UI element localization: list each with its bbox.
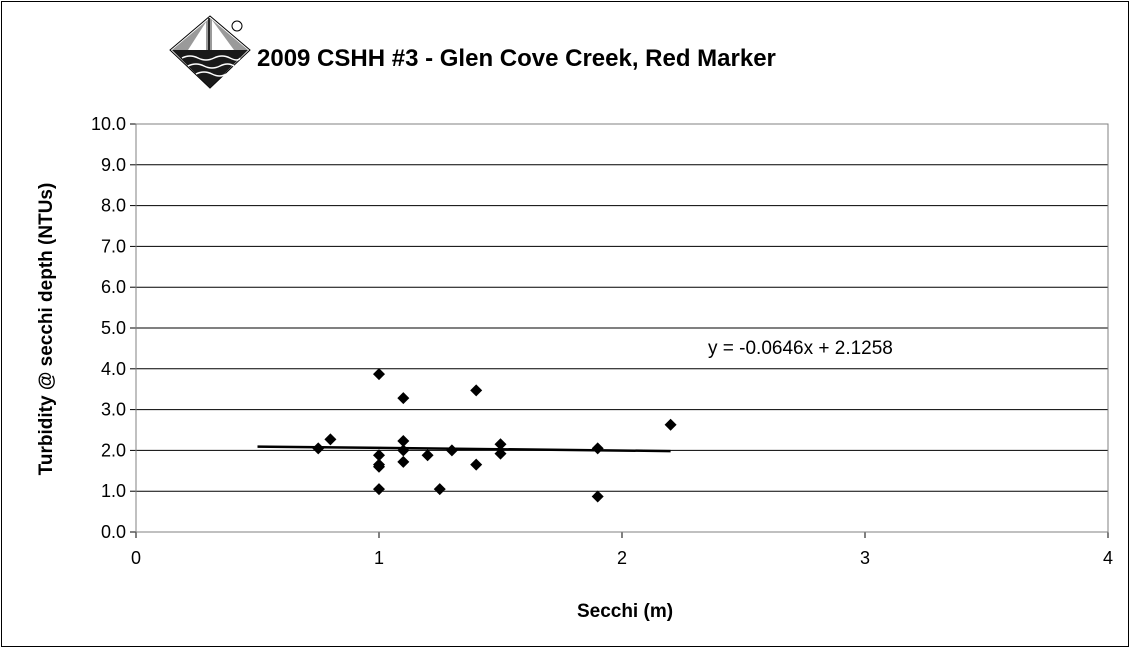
axes xyxy=(135,123,1109,533)
data-point xyxy=(397,444,410,457)
y-tick-label: 8.0 xyxy=(101,196,126,216)
data-point xyxy=(324,433,337,446)
chart-title: 2009 CSHH #3 - Glen Cove Creek, Red Mark… xyxy=(257,45,776,72)
data-point xyxy=(373,483,385,496)
y-tick-labels: 0.0 1.0 2.0 3.0 4.0 5.0 6.0 7.0 8.0 9.0 10.0 xyxy=(91,114,126,542)
y-tick-label: 10.0 xyxy=(91,114,126,134)
data-point xyxy=(373,460,385,473)
data-point xyxy=(445,444,458,457)
x-tick-label: 0 xyxy=(131,548,141,568)
y-tick-label: 7.0 xyxy=(101,236,126,256)
x-axis-label: Secchi (m) xyxy=(577,601,673,622)
data-points xyxy=(312,368,677,503)
data-point xyxy=(494,438,507,451)
data-point xyxy=(470,384,483,397)
y-tick-label: 1.0 xyxy=(101,481,126,501)
x-tick-label: 4 xyxy=(1103,548,1113,568)
data-point xyxy=(397,435,410,448)
y-tick-label: 3.0 xyxy=(101,400,126,420)
data-point xyxy=(591,442,604,455)
sailboat-logo xyxy=(169,15,251,89)
data-point xyxy=(373,449,385,462)
gridlines xyxy=(130,123,1109,538)
y-axis-label: Turbidity @ secchi depth (NTUs) xyxy=(36,183,57,476)
plot-area xyxy=(135,123,1109,533)
trendline-equation: y = -0.0646x + 2.1258 xyxy=(708,338,893,359)
x-tick-labels: 0 1 2 3 4 xyxy=(131,548,1113,568)
x-tick-label: 3 xyxy=(860,548,870,568)
data-point xyxy=(397,455,410,468)
data-point xyxy=(397,392,410,405)
data-point xyxy=(373,368,385,381)
y-tick-label: 2.0 xyxy=(101,440,126,460)
data-point xyxy=(433,483,446,496)
y-tick-label: 9.0 xyxy=(101,155,126,175)
data-point xyxy=(591,490,604,503)
trendline-group xyxy=(257,445,671,453)
x-tick-label: 2 xyxy=(617,548,627,568)
data-point xyxy=(494,447,507,460)
y-tick-label: 5.0 xyxy=(101,318,126,338)
data-point xyxy=(470,458,483,471)
trendline xyxy=(257,445,671,453)
data-point xyxy=(421,449,434,462)
x-tick-label: 1 xyxy=(374,548,384,568)
y-tick-label: 4.0 xyxy=(101,359,126,379)
data-point xyxy=(312,442,325,455)
data-point xyxy=(664,418,677,431)
y-tick-label: 6.0 xyxy=(101,277,126,297)
y-tick-label: 0.0 xyxy=(101,522,126,542)
